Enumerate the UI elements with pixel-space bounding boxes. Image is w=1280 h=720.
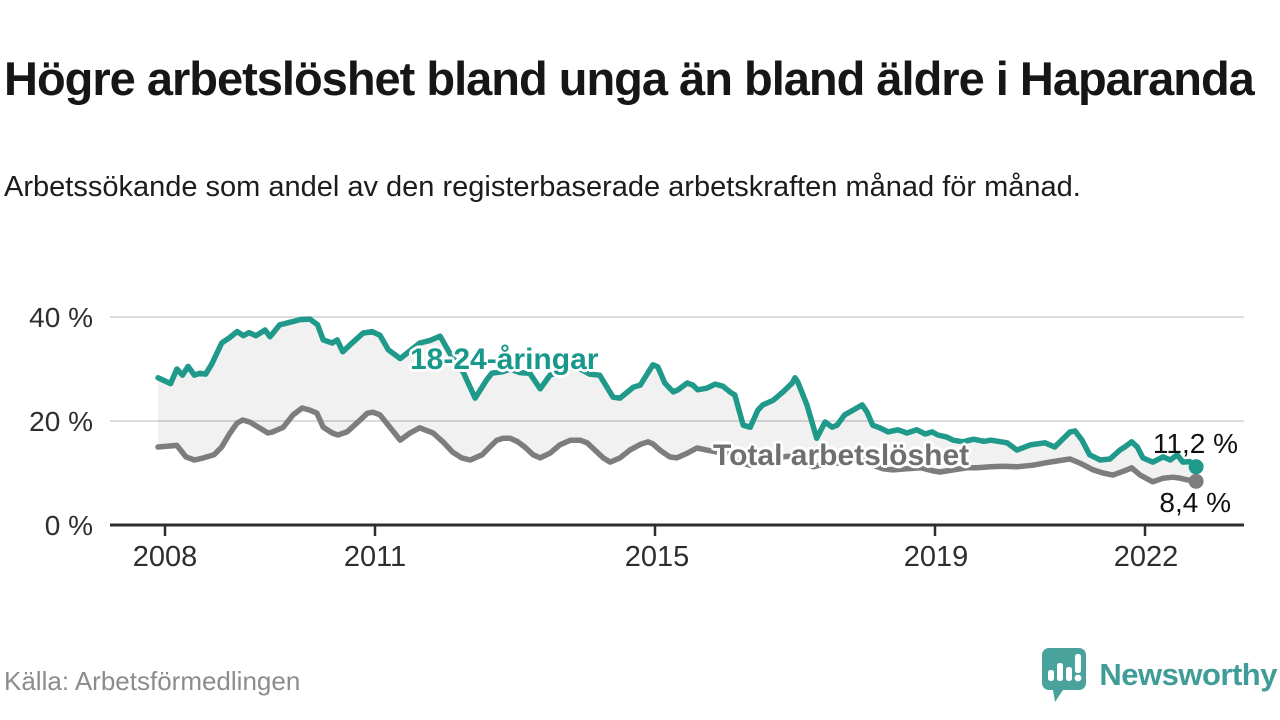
gridlines	[110, 316, 1244, 422]
y-tick-label-20: 20 %	[29, 406, 93, 437]
series-label-total: Total arbetslöshet	[713, 439, 970, 472]
x-tick-label-2008: 2008	[132, 541, 198, 573]
bar-chart-speech-bubble-icon	[1042, 648, 1087, 702]
chart-subtitle: Arbetssökande som andel av den registerb…	[4, 171, 1081, 203]
x-tick-label-2011: 2011	[343, 541, 407, 573]
newsworthy-logo: Newsworthy	[1039, 645, 1277, 705]
x-tick-label-2019: 2019	[903, 541, 969, 573]
x-axis-tick-marks	[163, 526, 1147, 536]
y-tick-label-40: 40 %	[29, 302, 93, 333]
total-unemployment-line	[155, 405, 1199, 485]
newsworthy-wordmark: Newsworthy	[1099, 657, 1277, 692]
x-tick-label-2015: 2015	[624, 541, 690, 573]
series-band-fill	[158, 319, 1197, 482]
page-title: Högre arbetslöshet bland unga än bland ä…	[4, 52, 1255, 106]
series-label-youth: 18-24-åringar	[410, 343, 599, 376]
youth-end-value-label: 11,2 %	[1152, 428, 1238, 459]
source-attribution: Källa: Arbetsförmedlingen	[4, 666, 301, 696]
youth-unemployment-line	[155, 316, 1199, 470]
total-end-dot	[1188, 473, 1204, 489]
youth-end-dot	[1188, 459, 1204, 475]
total-end-value-label: 8,4 %	[1159, 487, 1231, 518]
y-tick-label-0: 0 %	[44, 510, 93, 541]
x-tick-label-2022: 2022	[1113, 541, 1179, 573]
